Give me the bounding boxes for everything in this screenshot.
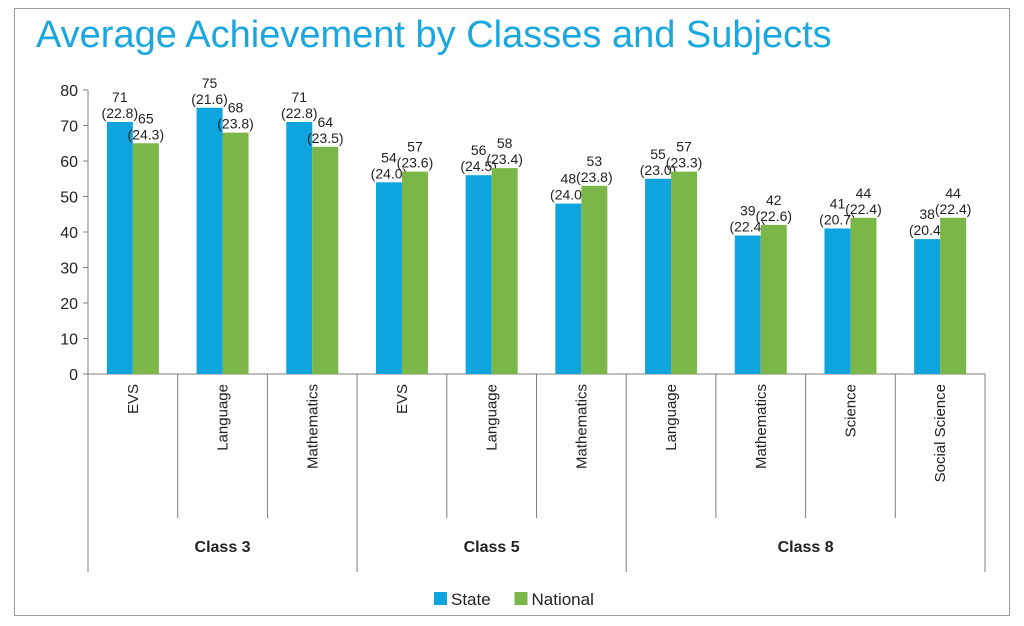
bar-state-5 (465, 175, 492, 374)
data-label-sd: (24.0) (371, 165, 408, 181)
data-label-sd: (24.5) (460, 158, 497, 174)
data-label-value: 44 (856, 185, 872, 201)
bar-state-10 (914, 239, 941, 374)
data-label-value: 48 (561, 171, 577, 187)
data-label-value: 53 (587, 153, 603, 169)
y-tick-label: 20 (60, 296, 78, 313)
data-label-value: 65 (138, 110, 154, 126)
data-label-value: 71 (112, 89, 128, 105)
data-label-value: 64 (317, 114, 333, 130)
x-category-label: Language (663, 384, 680, 451)
data-label-sd: (22.8) (281, 105, 318, 121)
chart-frame (14, 8, 1010, 616)
data-label-value: 38 (919, 206, 935, 222)
bar-state-1 (106, 121, 133, 374)
data-label-sd: (23.0) (640, 162, 677, 178)
data-label-value: 42 (766, 192, 782, 208)
bar-state-7 (645, 178, 672, 374)
data-label-value: 71 (291, 89, 307, 105)
data-label-sd: (22.4) (729, 219, 766, 235)
data-label-sd: (23.8) (576, 169, 613, 185)
bar-state-6 (555, 203, 582, 374)
x-group-label: Class 3 (195, 539, 251, 556)
data-label-sd: (22.4) (845, 201, 882, 217)
data-label-value: 57 (676, 139, 692, 155)
y-tick-label: 0 (69, 367, 78, 384)
x-group-label: Class 8 (778, 539, 834, 556)
data-label-value: 44 (945, 185, 961, 201)
data-label-sd: (23.4) (486, 151, 523, 167)
data-label-sd: (21.6) (191, 91, 228, 107)
x-category-label: EVS (125, 384, 142, 414)
x-category-label: Language (215, 384, 232, 451)
legend-swatch-state (434, 592, 447, 605)
bar-national-3 (312, 146, 339, 374)
x-category-label: Mathematics (753, 384, 770, 469)
data-label-sd: (22.8) (102, 105, 139, 121)
bar-national-1 (132, 143, 159, 374)
bar-national-7 (671, 171, 698, 374)
data-label-value: 41 (830, 195, 846, 211)
bar-state-2 (196, 107, 223, 374)
x-category-label: Language (484, 384, 501, 451)
bar-national-2 (222, 132, 249, 374)
data-label-value: 56 (471, 142, 487, 158)
y-tick-label: 80 (60, 83, 78, 100)
x-category-label: Social Science (932, 384, 949, 482)
y-tick-label: 70 (60, 119, 78, 136)
legend-swatch-national (514, 592, 528, 605)
x-category-label: Mathematics (304, 384, 321, 469)
bar-national-6 (581, 185, 608, 374)
y-tick-label: 30 (60, 261, 78, 278)
x-group-label: Class 5 (464, 539, 520, 556)
x-category-label: Science (842, 384, 859, 437)
data-label-sd: (22.4) (935, 201, 972, 217)
data-label-value: 75 (202, 75, 218, 91)
data-label-value: 55 (650, 146, 666, 162)
legend-label-national: National (532, 590, 594, 609)
data-label-value: 39 (740, 203, 756, 219)
bar-state-4 (375, 182, 402, 374)
data-label-sd: (22.6) (755, 208, 792, 224)
chart-title: Average Achievement by Classes and Subje… (36, 14, 832, 56)
data-label-sd: (20.4) (909, 222, 946, 238)
bar-state-9 (824, 228, 851, 374)
data-label-sd: (23.5) (307, 130, 344, 146)
y-tick-label: 10 (60, 332, 78, 349)
y-tick-label: 50 (60, 190, 78, 207)
x-category-label: Mathematics (573, 384, 590, 469)
bar-state-3 (286, 121, 313, 374)
bar-national-4 (401, 171, 428, 374)
legend-label-state: State (451, 590, 491, 609)
data-label-value: 57 (407, 139, 423, 155)
data-label-sd: (23.3) (666, 155, 703, 171)
data-label-sd: (23.6) (397, 155, 434, 171)
data-label-sd: (20.7) (819, 211, 856, 227)
bar-national-10 (940, 217, 967, 374)
data-label-value: 54 (381, 149, 397, 165)
bar-state-8 (734, 235, 761, 374)
data-label-value: 68 (228, 100, 244, 116)
x-category-label: EVS (394, 384, 411, 414)
data-label-sd: (24.0) (550, 187, 587, 203)
y-tick-label: 40 (60, 225, 78, 242)
bar-national-8 (760, 224, 787, 374)
data-label-value: 58 (497, 135, 513, 151)
data-label-sd: (23.8) (217, 116, 254, 132)
data-label-sd: (24.3) (128, 126, 165, 142)
y-tick-label: 60 (60, 154, 78, 171)
bar-national-9 (850, 217, 877, 374)
bar-national-5 (491, 168, 518, 374)
